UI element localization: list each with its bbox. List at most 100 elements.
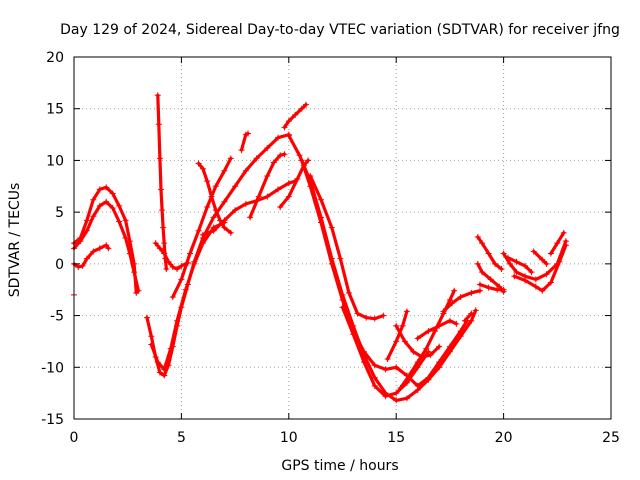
data-point-marker <box>474 260 481 267</box>
data-point-marker <box>296 152 303 159</box>
data-point-marker <box>294 176 301 183</box>
series-trace <box>72 185 138 295</box>
series-trace <box>478 282 506 292</box>
data-point-marker <box>204 203 211 210</box>
data-point-marker <box>285 180 292 187</box>
data-point-marker <box>307 172 314 179</box>
data-point-marker <box>277 152 284 159</box>
data-point-marker <box>504 254 511 261</box>
data-point-marker <box>354 310 361 317</box>
data-point-marker <box>562 242 569 249</box>
data-point-marker <box>532 276 539 283</box>
data-point-marker <box>238 147 245 154</box>
data-point-marker <box>302 101 309 108</box>
data-point-marker <box>156 369 163 376</box>
series-arc-25 <box>461 310 475 324</box>
data-point-marker <box>539 256 546 263</box>
data-point-marker <box>275 134 282 141</box>
data-point-marker <box>204 178 211 185</box>
data-point-marker <box>281 151 288 158</box>
data-point-marker <box>298 157 305 164</box>
data-point-marker <box>96 202 103 209</box>
data-point-marker <box>513 269 520 276</box>
series-arc-24 <box>440 287 483 315</box>
data-point-marker <box>539 287 546 294</box>
data-point-marker <box>414 382 421 389</box>
data-point-marker <box>152 240 159 247</box>
data-point-marker <box>339 297 346 304</box>
series-arc-18 <box>307 172 387 322</box>
data-point-marker <box>436 322 443 329</box>
data-point-marker <box>75 263 82 270</box>
data-point-marker <box>468 289 475 296</box>
series-trace <box>149 220 226 371</box>
data-point-marker <box>363 314 370 321</box>
y-tick-label: -10 <box>41 360 64 376</box>
data-point-marker <box>446 343 453 350</box>
data-point-marker <box>371 382 378 389</box>
data-point-marker <box>186 250 193 257</box>
data-point-marker <box>144 314 151 321</box>
data-point-marker <box>157 186 164 193</box>
data-point-marker <box>103 242 110 249</box>
data-point-marker <box>345 289 352 296</box>
data-point-marker <box>264 145 271 152</box>
data-point-marker <box>90 248 97 255</box>
data-point-marker <box>382 393 389 400</box>
data-point-marker <box>382 366 389 373</box>
data-point-marker <box>285 132 292 139</box>
series-arc-26 <box>474 233 505 273</box>
x-tick-label: 5 <box>177 430 186 446</box>
y-tick-label: 0 <box>55 257 64 273</box>
data-point-marker <box>423 345 430 352</box>
series-arc-19 <box>339 304 432 400</box>
data-point-marker <box>532 283 539 290</box>
data-point-marker <box>292 111 299 118</box>
series-arc-29 <box>500 238 569 283</box>
data-point-marker <box>116 202 123 209</box>
data-point-marker <box>457 328 464 335</box>
data-point-marker <box>328 224 335 231</box>
series-arc-23 <box>414 317 460 342</box>
data-point-marker <box>156 155 163 162</box>
data-point-marker <box>414 359 421 366</box>
x-tick-label: 10 <box>280 430 298 446</box>
y-axis-label: SDTVAR / TECUs <box>7 183 23 298</box>
data-point-marker <box>83 227 90 234</box>
data-point-marker <box>103 198 110 205</box>
data-point-marker <box>105 245 112 252</box>
data-point-marker <box>131 269 138 276</box>
data-point-marker <box>474 233 481 240</box>
x-tick-label: 0 <box>70 430 79 446</box>
series-arc-32 <box>530 248 550 267</box>
data-point-marker <box>337 255 344 262</box>
series-arc-12 <box>238 130 251 154</box>
data-point-marker <box>513 258 520 265</box>
data-point-marker <box>155 121 162 128</box>
data-point-marker <box>451 287 458 294</box>
data-point-marker <box>160 224 167 231</box>
axes: 0 5 10 15 20 25 -15 -10 -5 0 5 10 15 20 <box>41 50 620 446</box>
series-trace <box>506 256 534 274</box>
data-point-marker <box>393 390 400 397</box>
data-point-marker <box>399 322 406 329</box>
data-point-marker <box>232 183 239 190</box>
series-trace <box>171 156 233 299</box>
data-point-marker <box>227 155 234 162</box>
data-point-marker <box>371 315 378 322</box>
data-point-marker <box>403 308 410 315</box>
data-point-marker <box>77 238 84 245</box>
data-point-marker <box>393 364 400 371</box>
data-point-marker <box>440 308 447 315</box>
data-point-marker <box>522 262 529 269</box>
y-tick-label: 10 <box>46 153 64 169</box>
data-point-marker <box>253 155 260 162</box>
data-point-marker <box>436 343 443 350</box>
data-point-marker <box>247 214 254 221</box>
data-point-marker <box>109 190 116 197</box>
series-trace <box>72 200 140 293</box>
data-point-marker <box>401 338 408 345</box>
data-point-marker <box>199 231 206 238</box>
data-point-marker <box>154 92 161 99</box>
